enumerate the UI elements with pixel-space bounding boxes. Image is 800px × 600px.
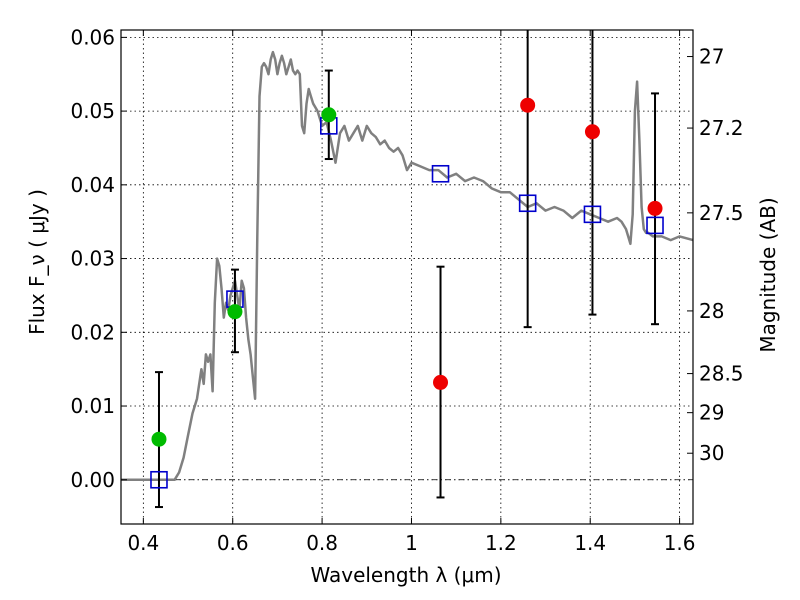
y-tick-label: 0.01 (70, 394, 115, 418)
y-tick-label: 0.02 (70, 320, 115, 344)
right-tick-labels: 27 27.2 27.5 28 28.5 29 30 (699, 45, 744, 466)
x-tick-label: 1.4 (574, 531, 606, 555)
right-axis-title: Magnitude (AB) (756, 197, 780, 352)
model-photometry-square (431, 164, 450, 183)
detection-point (227, 304, 243, 320)
non-detection-point (433, 374, 449, 390)
grid-lines (121, 30, 693, 524)
right-tick-label: 27 (699, 45, 724, 69)
right-tick-label: 27.2 (699, 116, 744, 140)
model-photometry-square (150, 470, 168, 489)
y-tick-label: 0.04 (70, 173, 115, 197)
y-tick-labels: 0.00 0.01 0.02 0.03 0.04 0.05 0.06 (70, 25, 115, 491)
right-tick-label: 28 (699, 299, 724, 323)
model-photometry-square (583, 205, 602, 224)
model-sed-curve (121, 50, 694, 482)
x-axis-title: Wavelength λ (μm) (310, 563, 501, 587)
non-detection-point (647, 200, 663, 216)
model-photometry-square (646, 216, 664, 235)
data-points (150, 97, 664, 489)
right-tick-label: 30 (699, 441, 724, 465)
error-bars (154, 30, 660, 509)
right-tick-label: 27.5 (699, 201, 744, 225)
model-sed-line (121, 50, 694, 482)
non-detection-point (584, 124, 600, 140)
right-tick-label: 29 (699, 401, 724, 425)
x-tick-labels: 0.4 0.6 0.8 1 1.2 1.4 1.6 (127, 531, 695, 555)
y-tick-label: 0.03 (70, 247, 115, 271)
x-tick-label: 1.6 (664, 531, 696, 555)
x-tick-label: 1 (405, 531, 418, 555)
x-tick-label: 0.6 (217, 531, 249, 555)
model-photometry-square (518, 194, 537, 213)
y-tick-label: 0.00 (70, 468, 115, 492)
y-tick-label: 0.06 (70, 25, 115, 49)
detection-point (321, 107, 337, 123)
right-tick-label: 28.5 (699, 362, 744, 386)
x-tick-label: 1.2 (485, 531, 517, 555)
y-tick-label: 0.05 (70, 99, 115, 123)
plot-frame (120, 29, 694, 525)
y-axis-title: Flux F_ν ( μJy ) (25, 189, 49, 335)
axis-ticks (121, 30, 693, 524)
x-tick-label: 0.4 (127, 531, 159, 555)
detection-point (151, 431, 167, 447)
non-detection-point (520, 97, 536, 113)
x-tick-label: 0.8 (306, 531, 338, 555)
